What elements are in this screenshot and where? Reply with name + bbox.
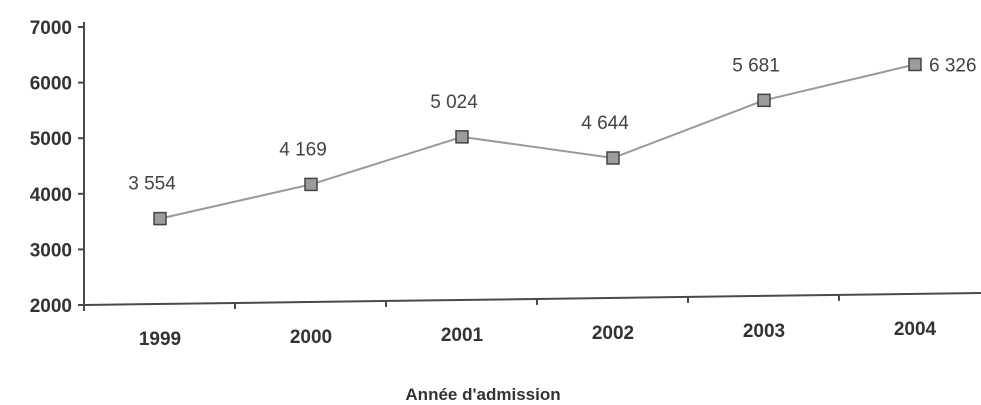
x-axis-title: Année d'admission bbox=[405, 385, 560, 404]
data-point-marker bbox=[606, 151, 620, 165]
y-tick-label: 2000 bbox=[30, 296, 72, 317]
x-tick-label: 2003 bbox=[743, 321, 785, 342]
data-point-marker bbox=[757, 93, 771, 108]
series-line bbox=[159, 63, 916, 220]
x-tick-label: 2000 bbox=[290, 327, 332, 348]
x-tick-label: 1999 bbox=[139, 329, 181, 350]
data-labels: 3 554 4 169 5 024 4 644 5 681 6 326 bbox=[128, 55, 976, 194]
x-axis: 1999 2000 2001 2002 2003 2004 bbox=[83, 292, 981, 350]
data-label: 4 169 bbox=[279, 139, 327, 160]
x-tick-label: 2002 bbox=[592, 323, 634, 344]
y-tick-label: 5000 bbox=[30, 129, 72, 150]
data-point-marker bbox=[455, 130, 469, 144]
y-tick-label: 3000 bbox=[30, 240, 72, 261]
y-tick-label: 7000 bbox=[30, 18, 72, 39]
x-tick-label: 2001 bbox=[441, 325, 484, 346]
data-point-marker bbox=[304, 177, 318, 192]
y-axis: 2000 3000 4000 5000 6000 7000 bbox=[30, 18, 85, 317]
data-point-marker bbox=[908, 57, 922, 72]
x-axis-line bbox=[83, 292, 981, 306]
data-label: 4 644 bbox=[581, 113, 629, 134]
y-tick-label: 4000 bbox=[30, 185, 72, 206]
x-tick-label: 2004 bbox=[894, 319, 937, 340]
data-label: 5 681 bbox=[732, 55, 780, 76]
y-tick-label: 6000 bbox=[30, 74, 72, 95]
series-group bbox=[153, 57, 922, 226]
data-point-marker bbox=[153, 211, 167, 226]
data-label: 5 024 bbox=[430, 92, 478, 113]
data-label: 3 554 bbox=[128, 174, 176, 195]
data-label: 6 326 bbox=[929, 55, 977, 76]
